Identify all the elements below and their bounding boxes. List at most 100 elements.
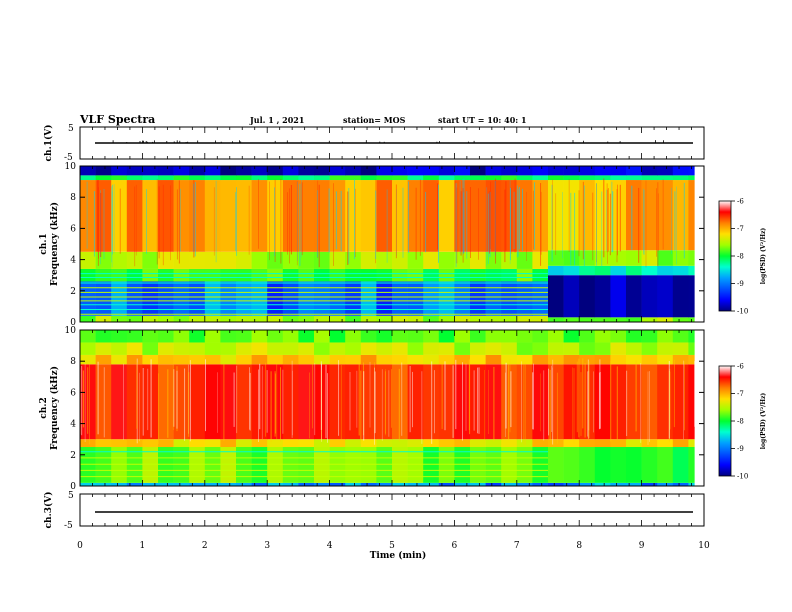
spectrogram-cell	[579, 175, 596, 181]
spectrogram-cell	[641, 175, 658, 181]
spectrogram-cell	[267, 315, 284, 322]
spectrogram-cell	[454, 281, 471, 316]
spectrogram-cell	[142, 175, 159, 181]
spectrogram-cell	[142, 251, 159, 269]
spectrogram-cell	[80, 482, 96, 486]
spectrogram-cell	[360, 342, 377, 355]
panel-ch1-spectrogram: 0 2 4 6 8 10 ch.1 Frequency (kHz)	[39, 162, 705, 328]
spectrogram-cell	[626, 364, 642, 440]
spectrogram-cell	[282, 175, 299, 181]
spectrogram-cell	[563, 250, 580, 266]
spectrogram-cell	[329, 364, 346, 440]
spectrogram-cell	[95, 315, 112, 322]
spectrogram-cell	[423, 364, 440, 440]
spectrogram-cell	[314, 166, 330, 176]
spectrogram-cell	[360, 180, 377, 252]
spectrogram-cell	[95, 439, 112, 447]
colorbar-tick-label: -7	[737, 225, 744, 233]
spectrogram-cell	[314, 315, 330, 322]
spectrogram-cell	[579, 354, 596, 365]
spectrogram-cell	[282, 315, 299, 322]
spectrogram-cell	[173, 354, 190, 365]
spectrogram-cell	[95, 175, 112, 181]
spectrogram-cell	[423, 281, 440, 316]
spectrogram-cell	[236, 439, 252, 447]
spectrogram-cell	[594, 180, 611, 251]
spectrogram-cell	[579, 342, 596, 355]
spectrogram-cell	[204, 439, 221, 447]
spectrogram-cell	[236, 166, 252, 176]
spectrogram-cell	[470, 251, 486, 269]
spectrogram-cell	[516, 268, 533, 282]
spectrogram-cell	[220, 439, 237, 447]
spectrogram-cell	[672, 166, 689, 176]
spectrogram-cell	[126, 447, 143, 483]
colorbar-tick-label: -10	[737, 473, 748, 481]
spectrogram-cell	[657, 439, 674, 447]
spectrogram-cell	[516, 330, 533, 343]
spectrogram-cell	[594, 175, 611, 181]
spectrogram-cell	[579, 265, 596, 276]
spectrogram-cell	[251, 175, 268, 181]
spectrogram-cell	[672, 330, 689, 343]
spectrogram-cell	[80, 315, 96, 322]
spectrogram-cell	[641, 447, 658, 483]
spectrogram-cell	[688, 330, 695, 343]
spectrogram-cell	[657, 250, 674, 266]
spectrogram-cell	[563, 166, 580, 176]
spectrogram-cell	[158, 330, 174, 343]
spectrogram-cell	[204, 268, 221, 282]
spectrogram-cell	[548, 354, 564, 365]
spectrogram-cell	[345, 447, 362, 483]
spectrogram-cell	[626, 317, 642, 322]
spectrogram-cell	[189, 330, 206, 343]
spectrogram-cell	[126, 439, 143, 447]
spectrogram-cell	[688, 354, 695, 365]
spectrogram-cell	[407, 315, 424, 322]
spectrogram-cell	[563, 364, 580, 440]
spectrogram-cell	[298, 268, 315, 282]
spectrogram-cell	[485, 330, 502, 343]
spectrogram-cell	[251, 268, 268, 282]
spectrogram-cell	[376, 330, 393, 343]
spectrogram-cell	[360, 268, 377, 282]
spectrogram-cell	[626, 439, 642, 447]
spectrogram-cell	[267, 330, 284, 343]
spectrogram-cell	[548, 482, 564, 486]
spectrogram-cell	[532, 364, 549, 440]
spectrogram-cell	[189, 166, 206, 176]
spectrogram-cell	[516, 166, 533, 176]
spectrogram-cell	[189, 175, 206, 181]
spectrogram-cell	[236, 180, 252, 252]
spectrogram-cell	[610, 317, 627, 322]
colorbar-tick-label: -8	[737, 418, 744, 426]
spectrogram-cell	[641, 250, 658, 266]
spectrogram-cell	[376, 166, 393, 176]
spectrogram-cell	[173, 482, 190, 486]
ch1-spectrogram-ylabel-frequency: Frequency (kHz)	[49, 202, 60, 286]
spectrogram-cell	[438, 268, 455, 282]
spectrogram-cell	[501, 268, 518, 282]
spectrogram-cell	[423, 251, 440, 269]
spectrogram-cell	[95, 342, 112, 355]
spectrogram-cell	[251, 482, 268, 486]
spectrogram-cell	[657, 175, 674, 181]
spectrogram-cell	[516, 447, 533, 483]
spectrogram-cell	[438, 180, 455, 252]
spectrogram-cell	[594, 265, 611, 276]
spectrogram-cell	[173, 166, 190, 176]
spectrogram-cell	[251, 354, 268, 365]
spectrogram-cell	[80, 439, 96, 447]
spectrogram-cell	[80, 175, 96, 181]
spectrogram-cell	[516, 175, 533, 181]
spectrogram-cell	[501, 482, 518, 486]
spectrogram-cell	[423, 315, 440, 322]
spectrogram-cell	[251, 342, 268, 355]
spectrogram-cell	[251, 447, 268, 483]
spectrogram-cell	[672, 265, 689, 276]
spectrogram-cell	[329, 268, 346, 282]
spectrogram-cell	[80, 281, 96, 316]
spectrogram-cell	[142, 447, 159, 483]
spectrogram-cell	[220, 166, 237, 176]
spectrogram-cell	[360, 281, 377, 316]
